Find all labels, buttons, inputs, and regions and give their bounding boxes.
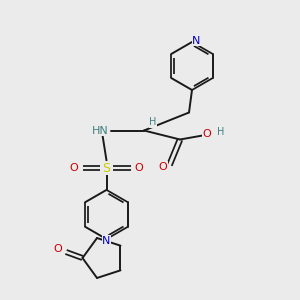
Text: HN: HN xyxy=(92,125,109,136)
Text: N: N xyxy=(192,35,201,46)
Text: O: O xyxy=(202,129,211,140)
Text: S: S xyxy=(103,161,110,175)
Text: O: O xyxy=(53,244,62,254)
Text: H: H xyxy=(217,127,224,137)
Text: O: O xyxy=(134,163,143,173)
Text: N: N xyxy=(102,236,111,246)
Text: H: H xyxy=(149,117,157,127)
Text: O: O xyxy=(70,163,79,173)
Text: O: O xyxy=(158,161,167,172)
